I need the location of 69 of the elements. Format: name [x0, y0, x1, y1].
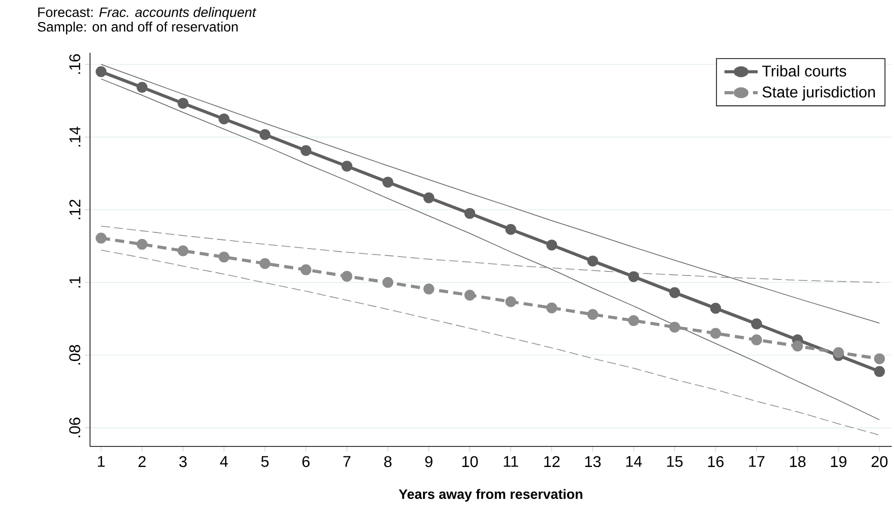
point [628, 315, 640, 326]
x-tick-label: 5 [261, 456, 269, 467]
legend-label: Tribal courts [762, 65, 846, 77]
point [178, 98, 188, 109]
point [96, 232, 107, 244]
point [96, 66, 107, 78]
x-tick-label: 16 [708, 456, 724, 468]
x-tick-label: 6 [302, 456, 310, 468]
x-tick-label: 4 [220, 456, 228, 467]
x-tick-label: 7 [343, 456, 350, 467]
point [218, 252, 230, 262]
legend-label: State jurisdiction [762, 86, 875, 101]
x-tick-label: 15 [667, 456, 683, 467]
point [628, 271, 640, 282]
x-tick-label: 17 [749, 456, 764, 467]
point [382, 277, 394, 288]
point [874, 353, 885, 364]
point [751, 334, 762, 346]
point [669, 287, 680, 298]
point [423, 192, 434, 204]
x-tick-label: 11 [504, 456, 518, 467]
point [874, 366, 885, 377]
point [710, 302, 722, 314]
point [300, 145, 312, 156]
x-tick-label: 10 [462, 456, 478, 468]
point [178, 245, 188, 256]
point [587, 309, 598, 320]
point [423, 284, 434, 294]
point [260, 129, 270, 140]
y-tick-label: .1 [70, 276, 80, 288]
point [218, 113, 230, 124]
point [136, 238, 148, 250]
x-tick-label: 8 [384, 456, 392, 468]
x-tick-label: 13 [585, 456, 601, 468]
point [505, 296, 516, 308]
x-tick-label: 20 [872, 456, 888, 468]
x-tick-label: 2 [138, 456, 146, 467]
y-tick-label: .06 [69, 418, 80, 438]
x-tick-label: 3 [179, 456, 187, 468]
x-tick-label: 9 [425, 456, 432, 468]
x-axis-title: Years away from reservation [398, 488, 582, 502]
x-tick-label: 1 [98, 456, 105, 467]
point [382, 176, 394, 188]
point [260, 258, 270, 270]
point [710, 328, 722, 339]
y-tick-label: .08 [69, 345, 80, 365]
point [341, 270, 352, 282]
x-tick-label: 14 [626, 456, 642, 467]
x-tick-label: 12 [544, 456, 560, 467]
point [792, 340, 803, 352]
point [546, 240, 558, 250]
x-tick-label: 19 [831, 456, 846, 468]
point [464, 290, 476, 301]
y-tick-label: .12 [69, 200, 80, 220]
point [505, 224, 516, 235]
point [341, 160, 352, 172]
point [300, 264, 312, 276]
point [587, 256, 598, 266]
x-tick-label: 18 [790, 456, 806, 468]
chart-subtitle: Sample: on and off of reservation [38, 22, 238, 34]
point [546, 302, 558, 314]
y-tick-label: .14 [70, 126, 80, 146]
point [751, 318, 762, 330]
y-tick-label: .16 [69, 54, 80, 74]
point [464, 208, 476, 219]
point [136, 82, 148, 93]
point [833, 347, 844, 358]
chart-title: Forecast: Frac. accounts delinquent [38, 7, 256, 20]
point [669, 322, 680, 333]
